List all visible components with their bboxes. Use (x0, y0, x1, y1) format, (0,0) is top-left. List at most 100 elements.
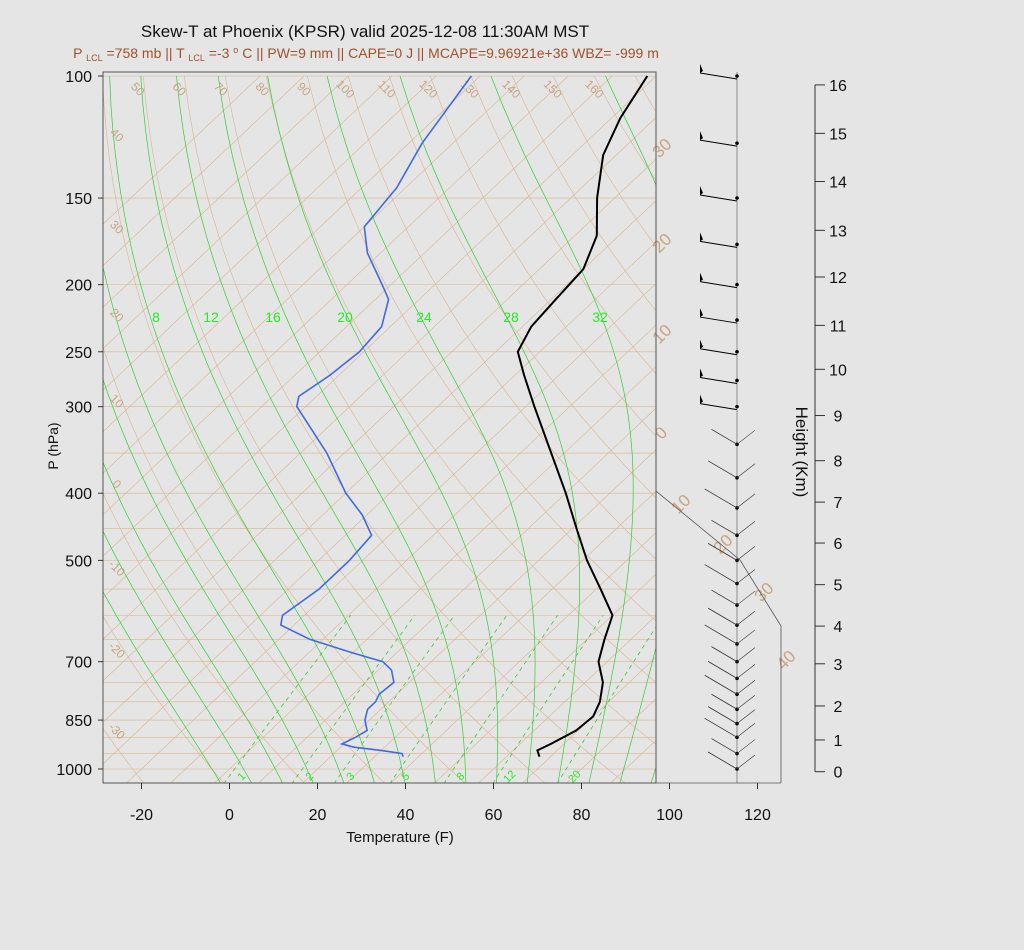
chart-axes: -20 0 20 40 60 80 100 120 100 150 200 250 300 400 500 7… (56, 69, 771, 824)
height-tick-label: 11 (830, 318, 847, 335)
isotherm-line (258, 407, 656, 783)
wind-barb-feather (736, 430, 756, 445)
wind-barb-dot (735, 349, 739, 354)
height-tick-label: 2 (834, 699, 843, 716)
isotherm-line (103, 75, 481, 433)
moist-adiabat (490, 75, 634, 783)
height-tick-label: 3 (834, 657, 843, 674)
sounding-profiles (279, 75, 649, 758)
x-tick-label: 100 (656, 807, 683, 824)
wind-barb (707, 661, 756, 681)
wind-barb (707, 751, 756, 771)
dry-adiabat (429, 75, 656, 437)
x-axis-label: Temperature (F) (346, 829, 454, 846)
isotherm-line (103, 241, 656, 765)
wind-barb (711, 693, 756, 712)
wind-barb-flag (700, 64, 703, 73)
moist-adiabat (399, 75, 580, 783)
wind-barb-shaft (699, 316, 738, 324)
wind-barb-feather (736, 679, 756, 695)
moist-adiabat (109, 75, 375, 783)
wind-barb-dot (735, 282, 739, 287)
moist-adiabat (103, 265, 345, 783)
height-tick-label: 5 (834, 578, 843, 595)
wind-barb-feather (736, 493, 756, 509)
wind-barb-shaft (699, 403, 738, 411)
mixing-ratio-top-label: 12 (203, 309, 219, 325)
wind-barb (699, 368, 739, 384)
wind-barb-shaft (699, 139, 738, 147)
wind-barb-shaft (699, 240, 738, 248)
wind-barb-shaft (711, 428, 738, 445)
mixing-ratio-top-label: 16 (265, 309, 281, 325)
wind-barb-shaft (707, 460, 738, 479)
p-tick-label: 100 (65, 69, 92, 86)
moist-adiabat (103, 530, 252, 783)
dry-adiabat (389, 75, 656, 499)
dry-adiabat (103, 615, 225, 783)
mixing-ratio-line (443, 615, 558, 783)
wind-barb-feather (736, 521, 756, 536)
wind-barb-feather (736, 629, 756, 645)
wind-barb-dot (735, 141, 739, 145)
moist-adiabat (103, 590, 221, 783)
isotherm-line (103, 75, 569, 516)
moist-adiabat (176, 75, 436, 783)
mixing-ratio-line (556, 626, 656, 783)
wind-barb-feather (736, 739, 756, 754)
wind-barb (699, 232, 739, 248)
wind-barb-shaft (711, 519, 738, 536)
isotherm-line (170, 324, 656, 783)
x-tick-label: 0 (225, 807, 234, 824)
wind-barb-shaft (704, 674, 738, 695)
height-tick-label: 10 (829, 362, 847, 379)
height-tick-label: 8 (834, 454, 843, 471)
wind-barb-dot (735, 74, 739, 78)
x-tick-label: 40 (397, 807, 415, 824)
p-tick-label: 250 (65, 345, 92, 362)
wind-barb-shaft (707, 607, 738, 626)
wind-barb (704, 488, 756, 510)
wind-barb (711, 646, 756, 664)
x-tick-label: 60 (485, 807, 503, 824)
isotherm-line (103, 75, 613, 557)
mixing-ratio-top-label: 20 (337, 309, 353, 325)
p-tick-label: 300 (65, 400, 92, 417)
x-tick-label: 80 (573, 807, 591, 824)
wind-barb-dot (735, 196, 739, 200)
wind-barb (699, 186, 739, 202)
moist-adiabat (103, 378, 314, 783)
mixing-ratio-top-label: 28 (503, 309, 519, 325)
isotherm-line (103, 75, 437, 391)
wind-barb-shaft (699, 281, 738, 289)
wind-barb-feather (736, 569, 756, 584)
dry-adiabat (266, 75, 656, 683)
wind-barb-shaft (707, 706, 738, 724)
isotherm-line (478, 615, 656, 783)
height-tick-label: 7 (834, 495, 843, 512)
wind-barb-shaft (704, 488, 738, 509)
wind-barb-shaft (707, 543, 738, 561)
wind-barb-flag (700, 272, 703, 282)
x-tick-label: -20 (130, 807, 153, 824)
isotherm-line (103, 75, 525, 474)
wind-barb-dot (735, 404, 739, 409)
wind-barb-shaft (699, 194, 738, 202)
wind-barb-shaft (704, 717, 738, 738)
p-tick-label: 700 (65, 655, 92, 672)
wind-barb-feather (736, 463, 756, 479)
p-tick-label: 200 (65, 278, 92, 295)
chart-title: Skew-T at Phoenix (KPSR) valid 2025-12-0… (141, 22, 589, 41)
height-tick-label: 1 (834, 733, 843, 750)
wind-barb (711, 428, 756, 447)
wind-barb-dot (735, 318, 739, 322)
p-tick-label: 150 (65, 191, 92, 208)
wind-panel-outline (655, 72, 782, 783)
dry-adiabat (143, 75, 546, 783)
wind-barb-shaft (707, 751, 738, 770)
dry-adiabat (470, 75, 656, 375)
wind-barb-flag (700, 394, 703, 404)
mixing-ratio-line (223, 615, 352, 783)
mixing-ratio-line (333, 615, 455, 783)
wind-barb (704, 674, 756, 697)
